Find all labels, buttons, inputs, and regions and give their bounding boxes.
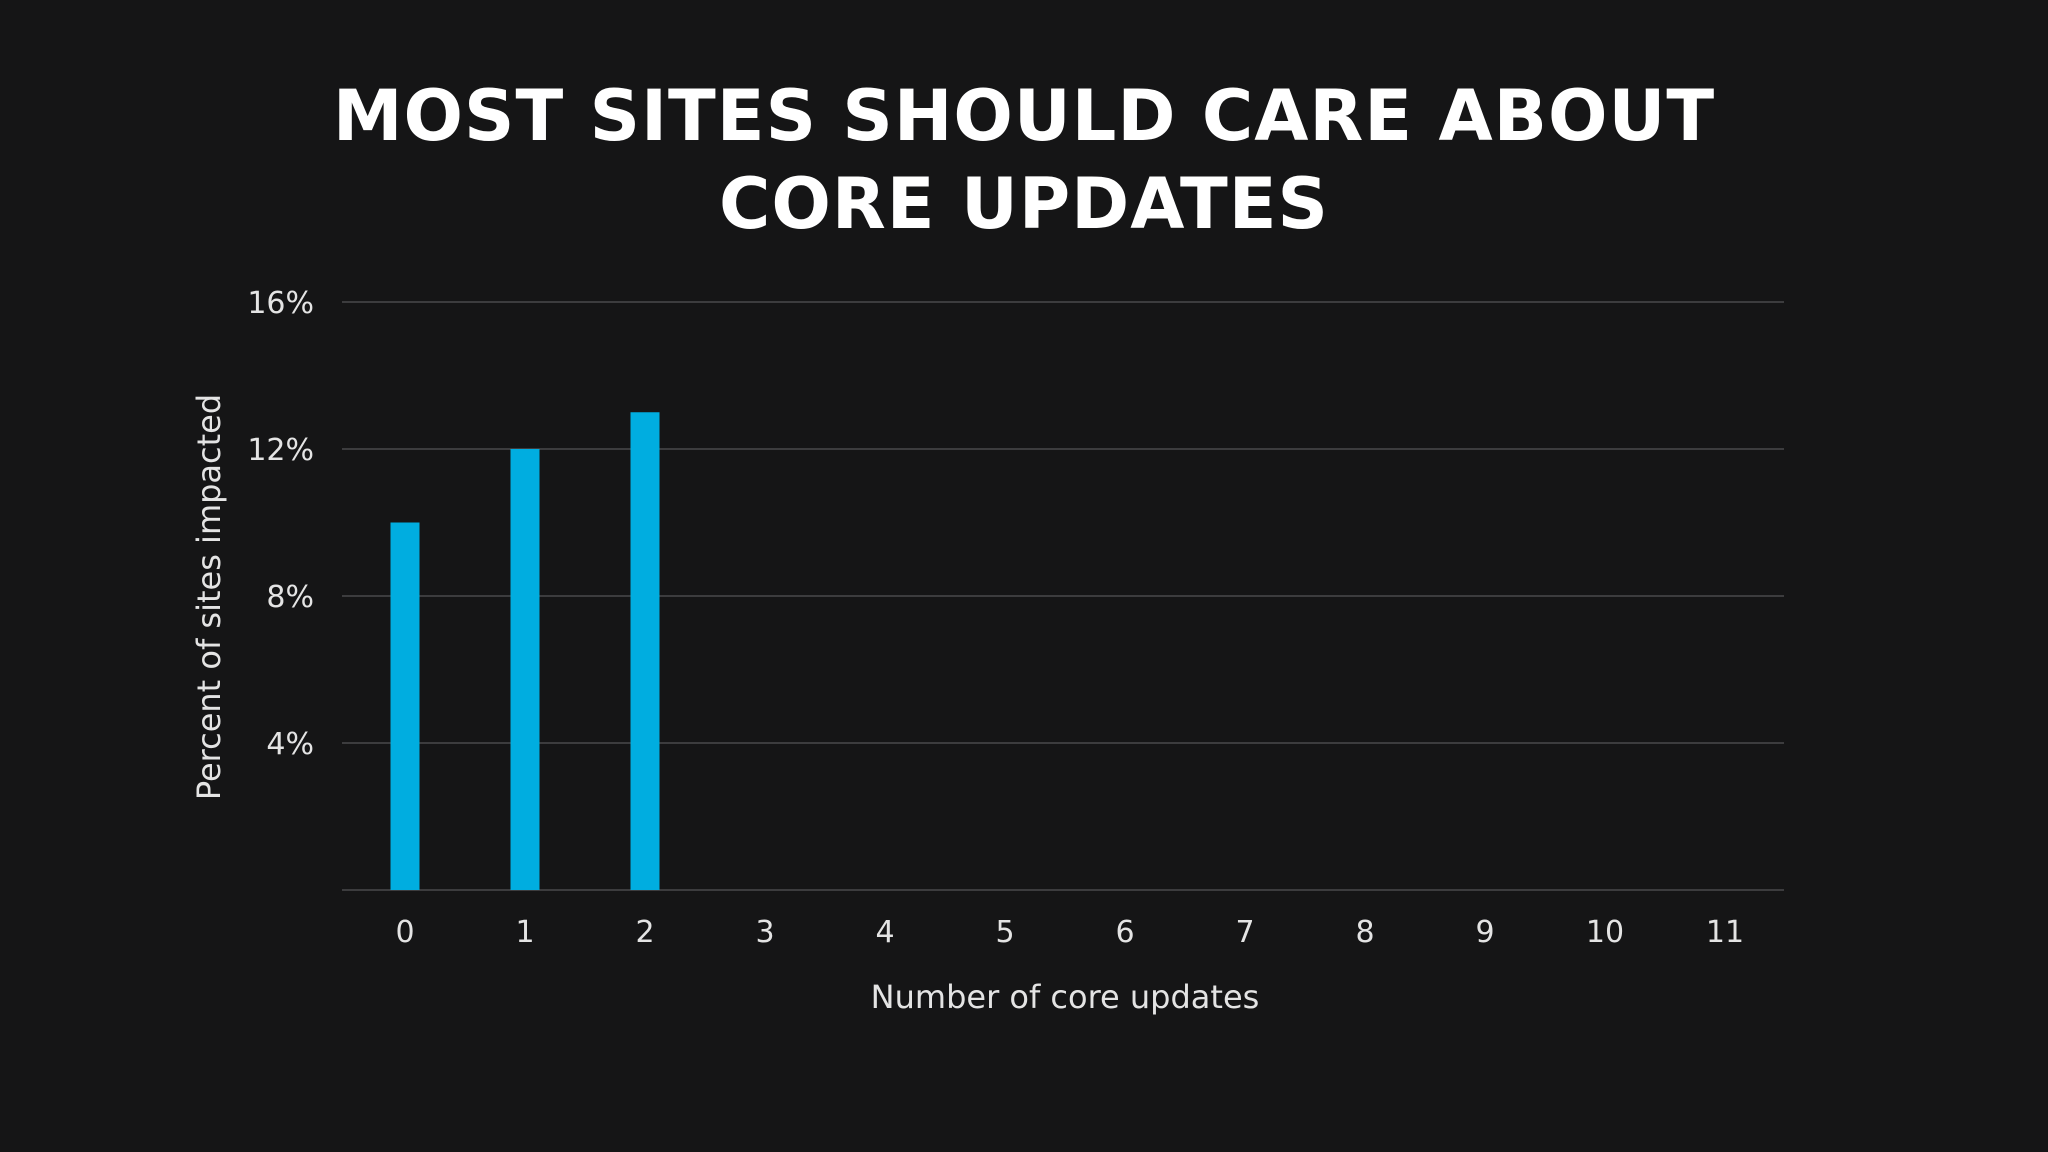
chart-title-line-2: CORE UPDATES [719, 163, 1329, 245]
y-tick-label: 12% [247, 433, 314, 468]
x-tick-label: 3 [755, 915, 774, 950]
y-tick-label: 8% [266, 580, 314, 615]
bars [390, 412, 660, 890]
x-tick-label: 4 [875, 915, 894, 950]
gridlines [342, 301, 1784, 891]
x-tick-label: 5 [995, 915, 1014, 950]
x-tick-label: 6 [1115, 915, 1134, 950]
x-tick-label: 11 [1706, 915, 1744, 950]
bar [510, 449, 540, 890]
x-axis-label: Number of core updates [871, 978, 1260, 1016]
x-tick-label: 10 [1586, 915, 1624, 950]
y-tick-label: 16% [247, 286, 314, 321]
x-tick-label: 7 [1235, 915, 1254, 950]
x-tick-label: 2 [635, 915, 654, 950]
bar [630, 412, 660, 890]
x-tick-label: 9 [1475, 915, 1494, 950]
x-tick-label: 8 [1355, 915, 1374, 950]
chart-title-line-1: MOST SITES SHOULD CARE ABOUT [332, 75, 1716, 157]
x-tick-label: 0 [395, 915, 414, 950]
y-axis-label: Percent of sites impacted [190, 394, 228, 800]
x-tick-label: 1 [515, 915, 534, 950]
bar [390, 522, 420, 890]
y-axis-ticks: 4% 8% 12% 16% [247, 286, 314, 762]
y-tick-label: 4% [266, 727, 314, 762]
x-axis-ticks: 0 1 2 3 4 5 6 7 8 9 10 11 [395, 915, 1744, 950]
chart-title: MOST SITES SHOULD CARE ABOUT CORE UPDATE… [0, 72, 2048, 248]
